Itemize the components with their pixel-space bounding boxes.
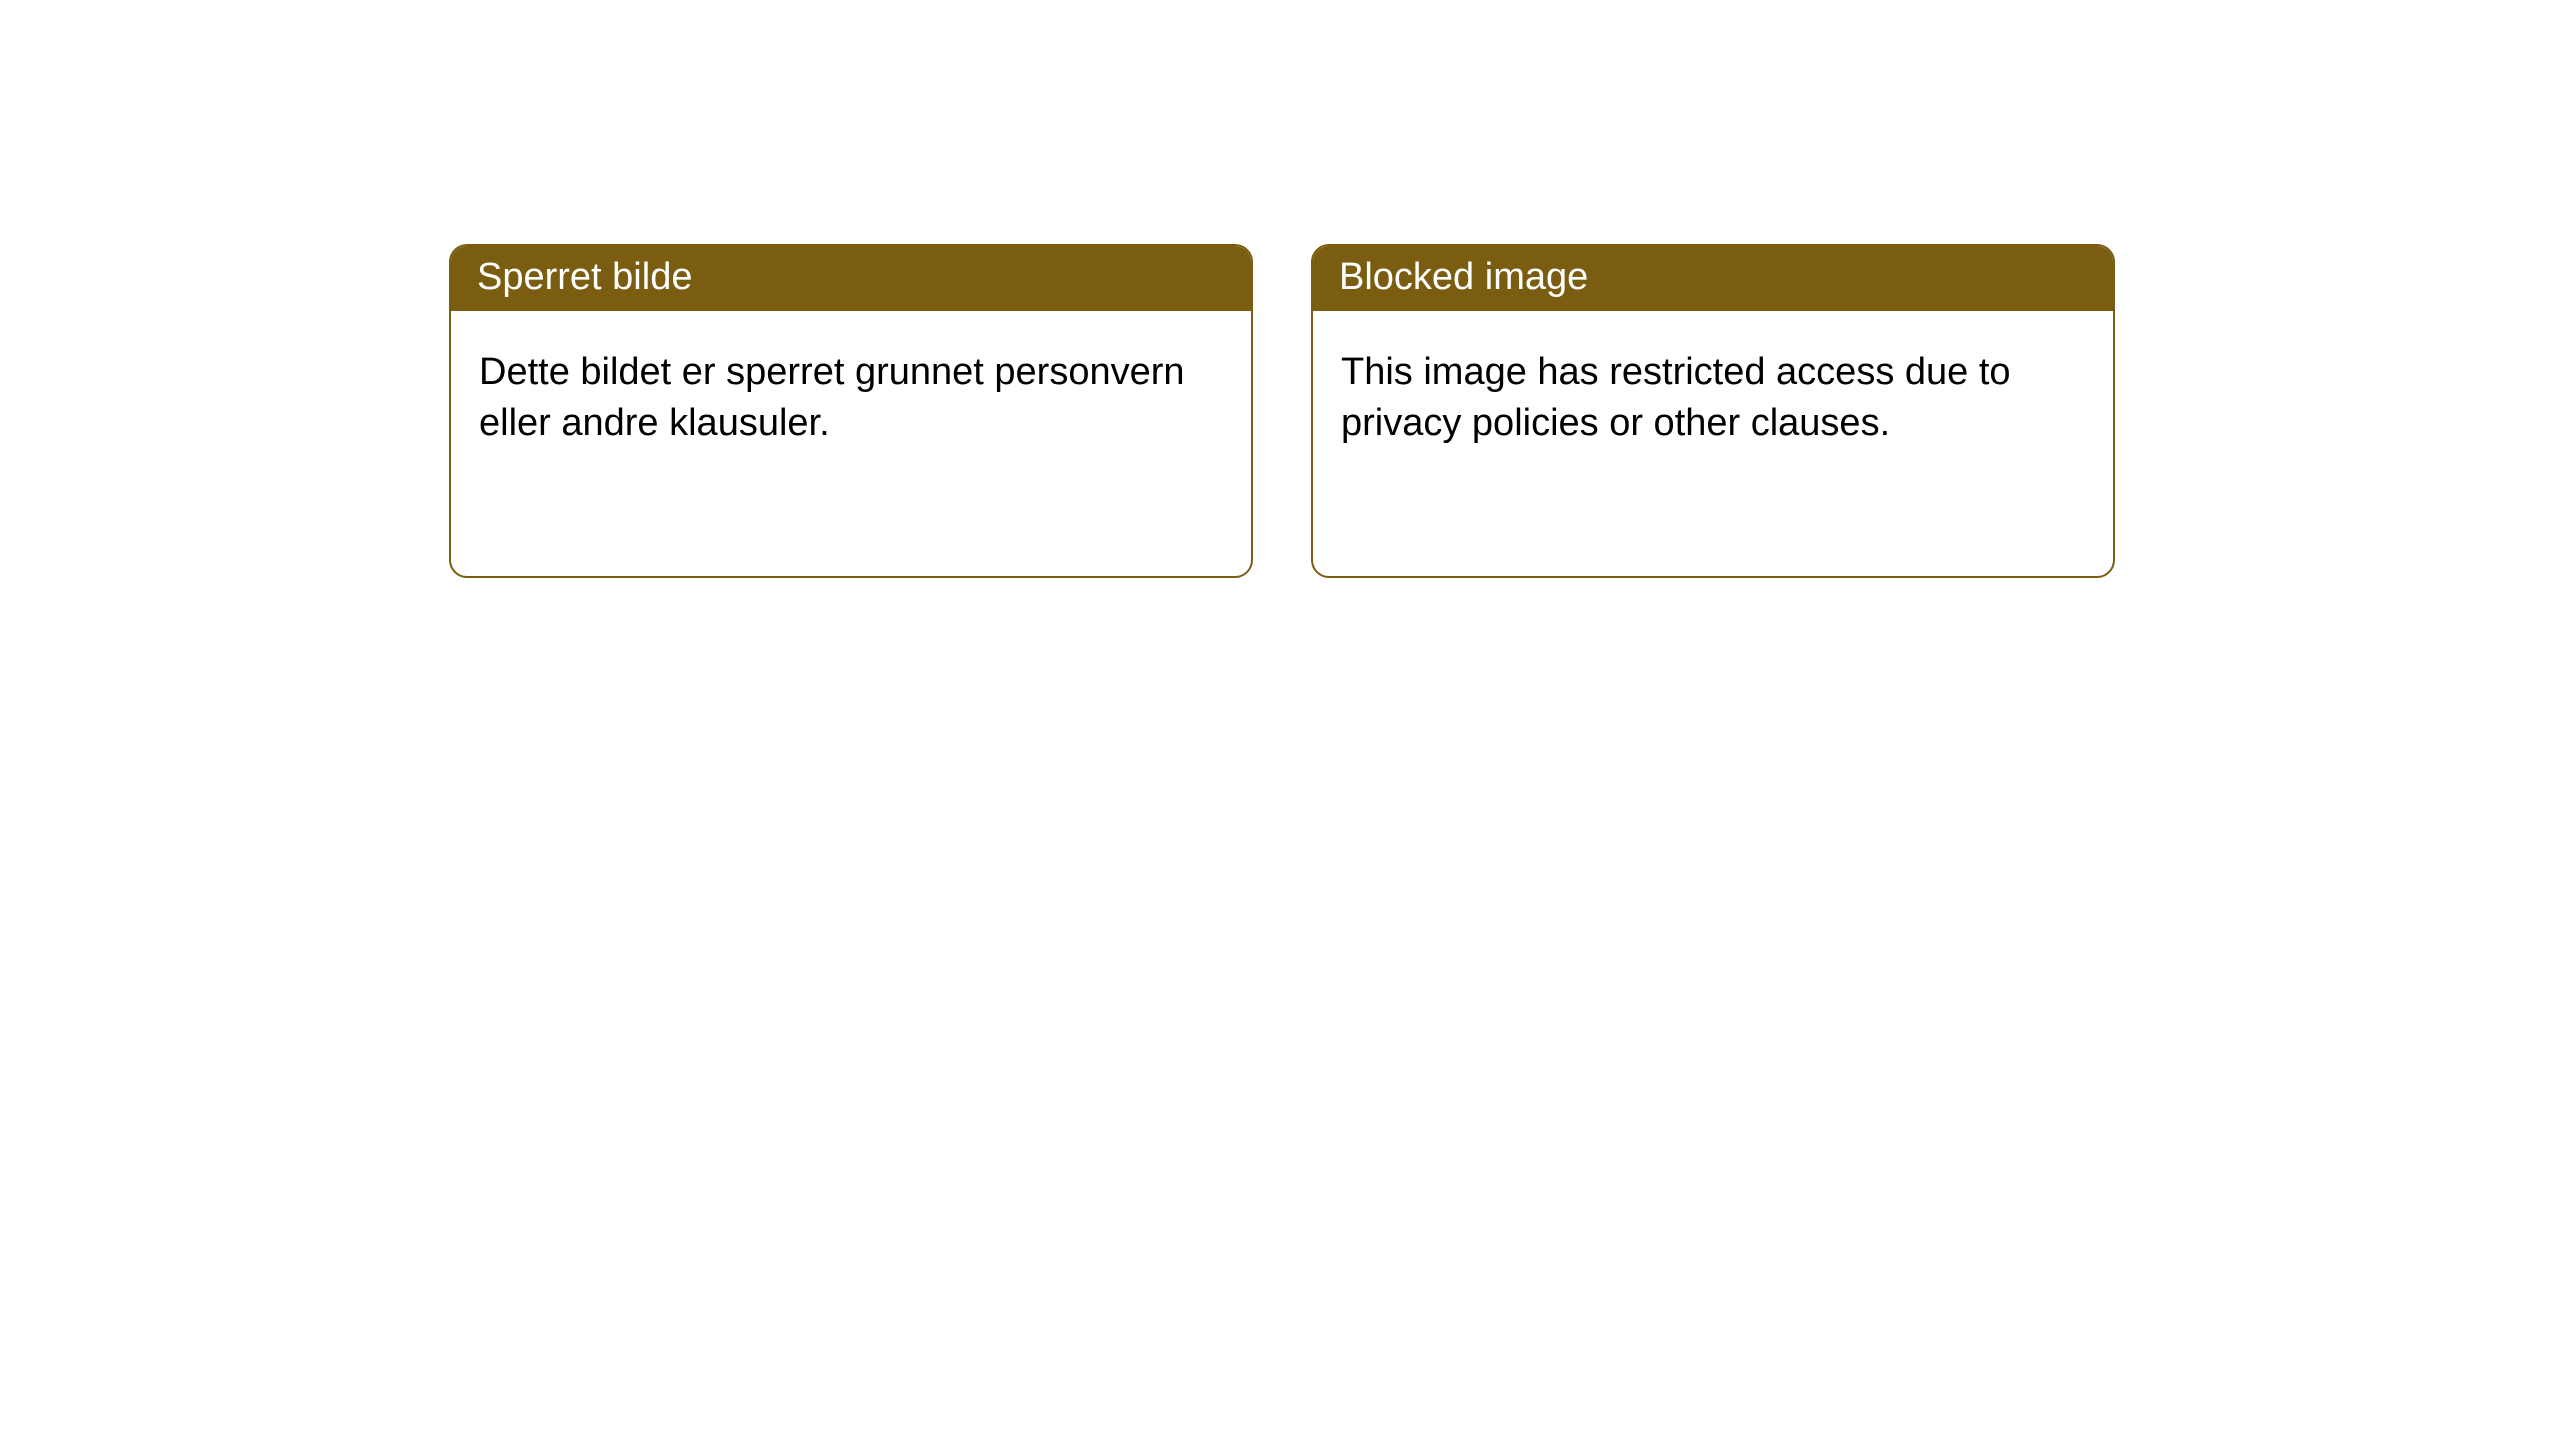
notice-card-title: Blocked image: [1339, 256, 1588, 298]
notice-card-text: This image has restricted access due to …: [1341, 351, 2011, 444]
notice-cards-container: Sperret bilde Dette bildet er sperret gr…: [0, 0, 2560, 578]
notice-card-english: Blocked image This image has restricted …: [1311, 244, 2115, 578]
notice-card-body: Dette bildet er sperret grunnet personve…: [451, 311, 1251, 486]
notice-card-title: Sperret bilde: [477, 256, 692, 298]
notice-card-norwegian: Sperret bilde Dette bildet er sperret gr…: [449, 244, 1253, 578]
notice-card-header: Blocked image: [1313, 246, 2113, 311]
notice-card-text: Dette bildet er sperret grunnet personve…: [479, 351, 1185, 444]
notice-card-body: This image has restricted access due to …: [1313, 311, 2113, 486]
notice-card-header: Sperret bilde: [451, 246, 1251, 311]
